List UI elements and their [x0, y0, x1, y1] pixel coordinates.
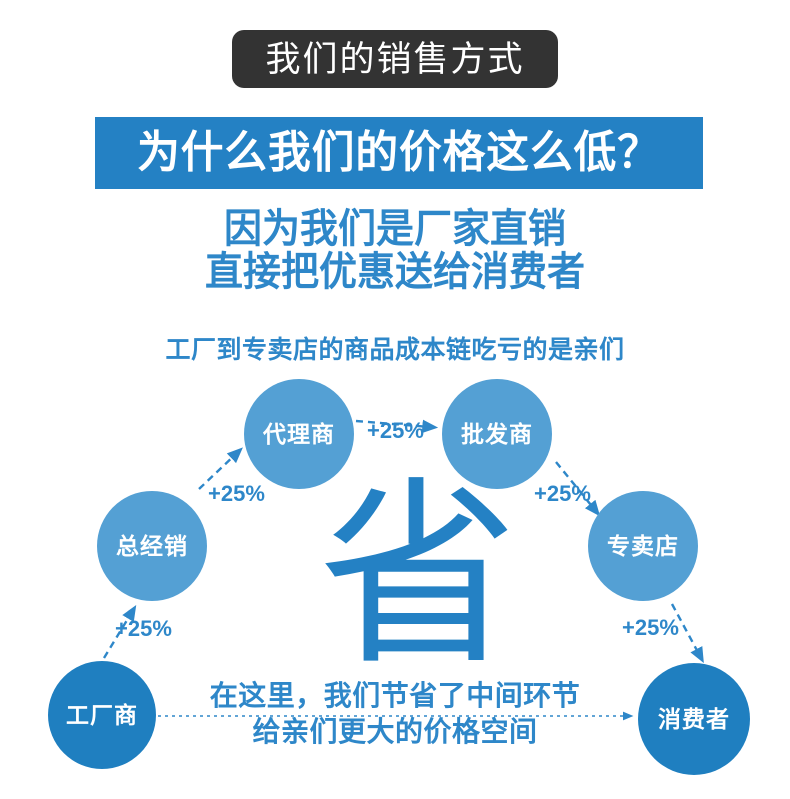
bottom-slogan-block: 在这里，我们节省了中间环节 给亲们更大的价格空间	[0, 678, 790, 750]
bottom-slogan-line-1: 在这里，我们节省了中间环节	[209, 680, 581, 711]
header-badge-text: 我们的销售方式	[265, 39, 525, 79]
node-consumer-label: 消费者	[658, 705, 730, 732]
subheadline-block: 因为我们是厂家直销 直接把优惠送给消费者	[0, 207, 790, 295]
node-factory: 工厂商	[48, 661, 156, 769]
markup-factory-to-distributor: +25%	[115, 616, 172, 641]
markup-store-to-consumer: +25%	[622, 615, 679, 640]
markup-agent-to-wholesaler: +25%	[367, 418, 424, 443]
arrow-distributor-to-agent	[198, 447, 243, 490]
headline-banner: 为什么我们的价格这么低？	[95, 117, 703, 189]
node-general-distributor: 总经销	[97, 491, 207, 601]
node-general-distributor-label: 总经销	[116, 532, 188, 559]
node-agent-label: 代理商	[263, 420, 335, 447]
node-consumer: 消费者	[638, 663, 750, 775]
headline-banner-text: 为什么我们的价格这么低？	[137, 128, 661, 177]
arrow-store-to-consumer	[670, 603, 704, 664]
markup-distributor-to-agent: +25%	[208, 481, 265, 506]
saving-glyph: 省	[318, 460, 519, 693]
subheadline-line-2: 直接把优惠送给消费者	[205, 250, 585, 295]
bottom-slogan-line-2: 给亲们更大的价格空间	[252, 715, 538, 747]
node-exclusive-store: 专卖店	[588, 491, 698, 601]
node-wholesaler: 批发商	[442, 379, 552, 489]
node-wholesaler-label: 批发商	[461, 420, 533, 447]
arrow-factory-to-distributor	[102, 605, 137, 659]
header-badge: 我们的销售方式	[232, 30, 558, 88]
node-exclusive-store-label: 专卖店	[607, 532, 679, 559]
markup-wholesaler-to-store: +25%	[534, 481, 591, 506]
node-agent: 代理商	[244, 379, 354, 489]
node-factory-label: 工厂商	[66, 701, 138, 728]
chain-caption: 工厂到专卖店的商品成本链吃亏的是亲们	[165, 336, 625, 364]
subheadline-line-1: 因为我们是厂家直销	[224, 207, 566, 251]
arrow-wholesaler-to-store	[555, 461, 601, 517]
arrow-agent-to-wholesaler	[355, 419, 439, 434]
